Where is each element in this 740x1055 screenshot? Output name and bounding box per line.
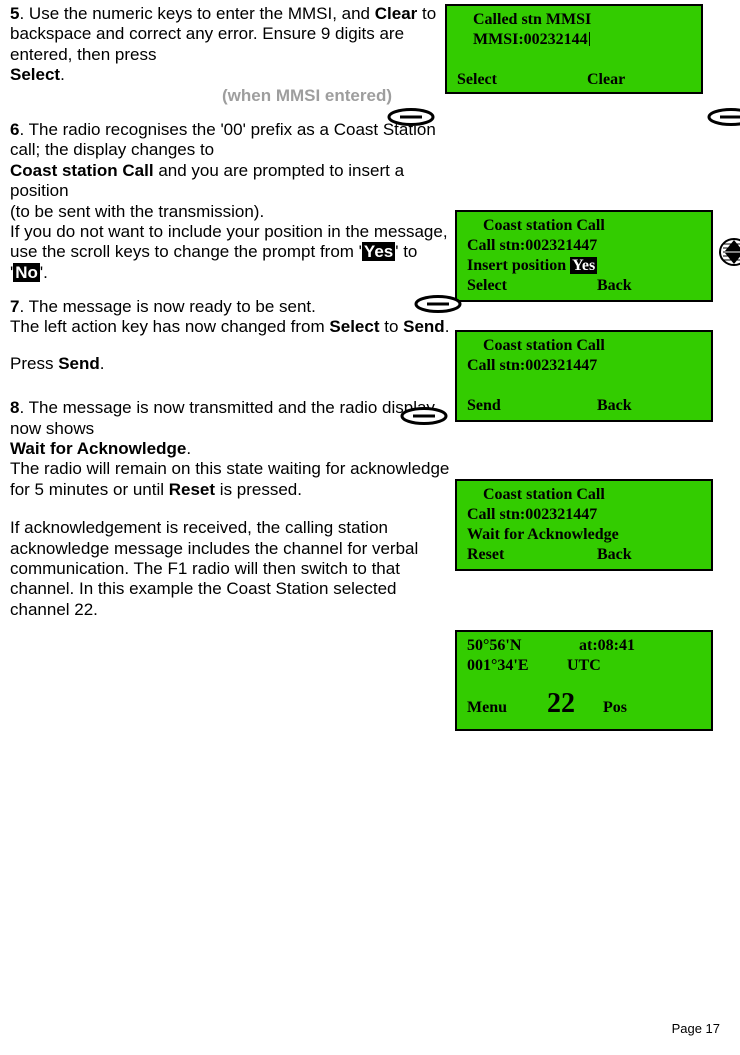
lcd-channel: 22 [547,686,575,721]
highlight-yes: Yes [362,242,395,261]
text: Coast station Call [10,161,154,180]
lcd-lat: 50°56'N [467,636,579,656]
text: . The message is now ready to be sent. [19,297,315,316]
oval-button-icon [400,407,448,425]
text: '. [40,263,48,282]
lcd-right-action: Back [597,396,632,416]
highlight-no: No [13,263,40,282]
text: to [380,317,404,336]
lcd-highlight: Yes [570,257,597,274]
hint: (when MMSI entered) [222,86,392,105]
lcd-actions: Reset Back [467,545,701,565]
lcd-left-action: Menu [467,698,547,718]
oval-button-icon [707,108,740,126]
text: . [60,65,65,84]
text: Wait for Acknowledge [10,439,186,458]
lcd-right-action: Pos [603,698,627,718]
lcd-line: Call stn:002321447 [467,236,701,256]
lcd-left-action: Select [467,276,597,296]
step-8: 8. The message is now transmitted and th… [10,398,450,620]
step-5: 5. Use the numeric keys to enter the MMS… [10,0,450,106]
lcd-left-action: Send [467,396,597,416]
lcd-text: MMSI:00232144 [473,31,588,48]
lcd-left-action: Reset [467,545,597,565]
lcd-display-3: Coast station Call Call stn:002321447 Se… [455,330,713,422]
cursor-icon [589,32,590,46]
lcd-line: Called stn MMSI [457,10,691,30]
text: Send [58,354,100,373]
lcd-lon: 001°34'E [467,656,567,676]
lcd-line: Coast station Call [467,216,701,236]
lcd-utc: UTC [567,657,601,674]
lcd-right-action: Clear [587,70,625,90]
step-6: 6. The radio recognises the '00' prefix … [10,120,450,283]
lcd-actions: Select Back [467,276,701,296]
text: . Use the numeric keys to enter the MMSI… [19,4,374,23]
text: (to be sent with the transmission). [10,202,264,221]
text: Send [403,317,445,336]
hint-text: (when MMSI entered) [10,86,450,106]
text: . The radio recognises the '00' prefix a… [10,120,436,159]
lcd-line: Call stn:002321447 [467,356,701,376]
oval-button-icon [414,295,462,313]
lcd-actions: Send Back [467,396,701,416]
lcd-line: Wait for Acknowledge [467,525,701,545]
text: . [100,354,105,373]
text: . [186,439,191,458]
text: The left action key has now changed from [10,317,329,336]
text: Select [329,317,379,336]
step-7: 7. The message is now ready to be sent. … [10,297,450,374]
text: is pressed. [215,480,302,499]
lcd-text: Insert position [467,257,570,274]
lcd-left-action: Select [457,70,587,90]
lcd-display-5: 50°56'Nat:08:41 001°34'EUTC Menu 22 Pos [455,630,713,731]
lcd-line: 50°56'Nat:08:41 [467,636,701,656]
oval-button-icon [387,108,435,126]
page-footer: Page 17 [672,1021,720,1037]
lcd-right-action: Back [597,545,632,565]
lcd-line: Call stn:002321447 [467,505,701,525]
lcd-line: 001°34'EUTC [467,656,701,676]
lcd-line: MMSI:00232144 [457,30,691,50]
lcd-display-4: Coast station Call Call stn:002321447 Wa… [455,479,713,571]
text: Reset [169,480,215,499]
text: . [445,317,450,336]
text: . The message is now transmitted and the… [10,398,435,437]
text: Select [10,65,60,84]
text: Press [10,354,58,373]
scroll-key-icon [719,237,740,267]
text: Clear [375,4,418,23]
lcd-line: Insert position Yes [467,256,701,276]
text: If acknowledgement is received, the call… [10,518,418,619]
lcd-time: at:08:41 [579,637,635,654]
lcd-right-action: Back [597,276,632,296]
lcd-display-2: Coast station Call Call stn:002321447 In… [455,210,713,302]
lcd-line: Coast station Call [467,336,701,356]
lcd-actions: Select Clear [457,70,691,90]
lcd-actions: Menu 22 Pos [467,686,701,721]
lcd-line: Coast station Call [467,485,701,505]
lcd-display-1: Called stn MMSI MMSI:00232144 Select Cle… [445,4,703,94]
